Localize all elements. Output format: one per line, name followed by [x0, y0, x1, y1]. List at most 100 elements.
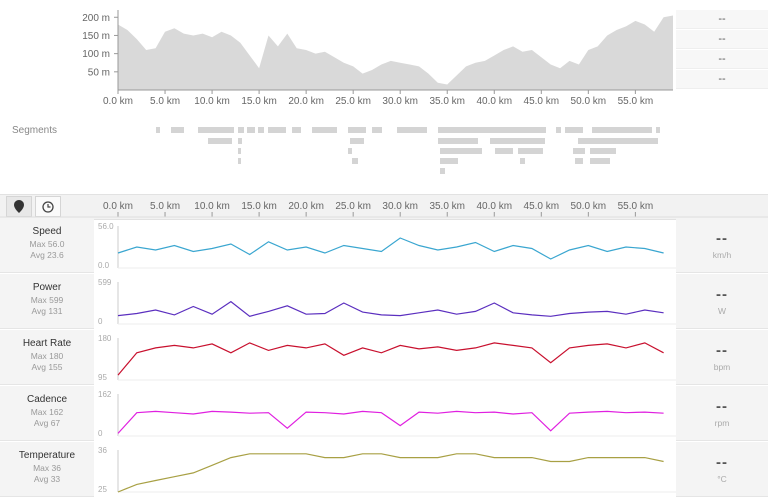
elevation-y-tick-label: 50 m	[88, 67, 110, 78]
stream-title: Speed	[32, 226, 62, 237]
map-pin-icon	[14, 200, 24, 213]
stream-chart[interactable]: 180 95	[94, 330, 676, 385]
stream-x-tick-label: 0.0 km	[103, 201, 133, 212]
stream-row-label: Cadence Max 162 Avg 67	[0, 386, 94, 441]
segment-bar[interactable]	[372, 127, 382, 133]
clock-button[interactable]	[35, 196, 61, 217]
stream-x-tick-label: 30.0 km	[382, 201, 418, 212]
segment-bar[interactable]	[590, 148, 616, 154]
segment-bar[interactable]	[440, 158, 458, 164]
stream-max: Max 599	[30, 295, 64, 305]
segment-bar[interactable]	[171, 127, 184, 133]
segment-bar[interactable]	[578, 138, 658, 144]
stream-avg: Avg 155	[31, 362, 63, 372]
stream-y-min-label: 0	[98, 429, 103, 438]
stream-unit: bpm	[713, 362, 731, 372]
segment-bar[interactable]	[350, 138, 364, 144]
segment-bar[interactable]	[352, 158, 358, 164]
stream-row-label: Heart Rate Max 180 Avg 155	[0, 330, 94, 385]
segment-bar[interactable]	[208, 138, 232, 144]
stream-chart[interactable]: 599 0	[94, 274, 676, 329]
segment-bar[interactable]	[268, 127, 286, 133]
elevation-readout-1: --	[676, 10, 768, 29]
segment-bar[interactable]	[592, 127, 652, 133]
stream-title: Heart Rate	[22, 338, 72, 349]
segment-bar[interactable]	[490, 138, 545, 144]
elevation-readout-3: --	[676, 50, 768, 69]
clock-icon	[42, 200, 54, 213]
segment-bar[interactable]	[520, 158, 525, 164]
stream-line	[117, 342, 664, 376]
stream-x-tick-label: 35.0 km	[429, 201, 465, 212]
stream-chart[interactable]: 36 25	[94, 442, 676, 497]
segment-bar[interactable]	[438, 127, 546, 133]
stream-readout: -- W	[676, 274, 768, 329]
segment-bar[interactable]	[440, 148, 482, 154]
segment-bar[interactable]	[438, 138, 478, 144]
segment-bar[interactable]	[495, 148, 513, 154]
stream-avg: Avg 131	[31, 306, 63, 316]
segment-bar[interactable]	[556, 127, 561, 133]
segment-bar[interactable]	[348, 127, 366, 133]
chart-toolbar	[0, 194, 768, 220]
stream-y-max-label: 56.0	[98, 222, 114, 231]
elevation-x-tick-label: 20.0 km	[288, 96, 324, 107]
segment-bar[interactable]	[440, 168, 445, 174]
segments-bars[interactable]	[0, 120, 768, 180]
stream-avg: Avg 23.6	[30, 250, 64, 260]
stream-x-tick-label: 15.0 km	[241, 201, 277, 212]
elevation-x-tick-label: 45.0 km	[524, 96, 560, 107]
elevation-chart[interactable]: 200 m 150 m 100 m 50 m 0.0 km 5.0 km 10.0 km 1…	[0, 0, 768, 110]
stream-avg: Avg 33	[33, 474, 61, 484]
stream-x-tick-label: 55.0 km	[618, 201, 654, 212]
elevation-x-tick-label: 10.0 km	[194, 96, 230, 107]
elevation-x-tick-label: 30.0 km	[382, 96, 418, 107]
segment-bar[interactable]	[518, 148, 543, 154]
stream-readout: -- °C	[676, 442, 768, 497]
stream-line	[117, 410, 664, 434]
stream-row-label: Temperature Max 36 Avg 33	[0, 442, 94, 497]
stream-x-tick-label: 5.0 km	[150, 201, 180, 212]
segment-bar[interactable]	[397, 127, 427, 133]
stream-y-max-label: 36	[98, 446, 107, 455]
segment-bar[interactable]	[590, 158, 610, 164]
stream-value: --	[716, 286, 728, 303]
elevation-x-tick-label: 35.0 km	[429, 96, 465, 107]
elevation-x-tick-label: 5.0 km	[150, 96, 180, 107]
stream-x-tick-label: 25.0 km	[335, 201, 371, 212]
elevation-x-tick-label: 0.0 km	[103, 96, 133, 107]
segment-bar[interactable]	[238, 148, 241, 154]
segment-bar[interactable]	[238, 158, 241, 164]
segment-bar[interactable]	[238, 127, 244, 133]
stream-chart[interactable]: 56.0 0.0	[94, 218, 676, 273]
stream-line	[117, 453, 664, 493]
stream-row-label: Power Max 599 Avg 131	[0, 274, 94, 329]
segment-bar[interactable]	[156, 127, 160, 133]
stream-unit: km/h	[712, 250, 732, 260]
stream-x-tick-label: 10.0 km	[194, 201, 230, 212]
stream-y-min-label: 0.0	[98, 261, 110, 270]
segment-bar[interactable]	[565, 127, 583, 133]
stream-value: --	[716, 230, 728, 247]
stream-x-tick-label: 20.0 km	[288, 201, 324, 212]
segment-bar[interactable]	[656, 127, 660, 133]
stream-value: --	[716, 342, 728, 359]
segment-bar[interactable]	[258, 127, 264, 133]
segment-bar[interactable]	[247, 127, 255, 133]
segment-bar[interactable]	[573, 148, 585, 154]
stream-y-max-label: 180	[98, 334, 112, 343]
stream-x-tick-label: 45.0 km	[524, 201, 560, 212]
stream-y-max-label: 162	[98, 390, 112, 399]
elevation-x-tick-label: 15.0 km	[241, 96, 277, 107]
elevation-y-tick-label: 100 m	[82, 49, 110, 60]
segment-bar[interactable]	[238, 138, 242, 144]
stream-y-max-label: 599	[98, 278, 112, 287]
segment-bar[interactable]	[575, 158, 583, 164]
segment-bar[interactable]	[348, 148, 352, 154]
segment-bar[interactable]	[198, 127, 234, 133]
segment-bar[interactable]	[312, 127, 337, 133]
elevation-x-tick-label: 50.0 km	[571, 96, 607, 107]
elevation-y-tick-label: 200 m	[82, 13, 110, 24]
segment-bar[interactable]	[292, 127, 301, 133]
